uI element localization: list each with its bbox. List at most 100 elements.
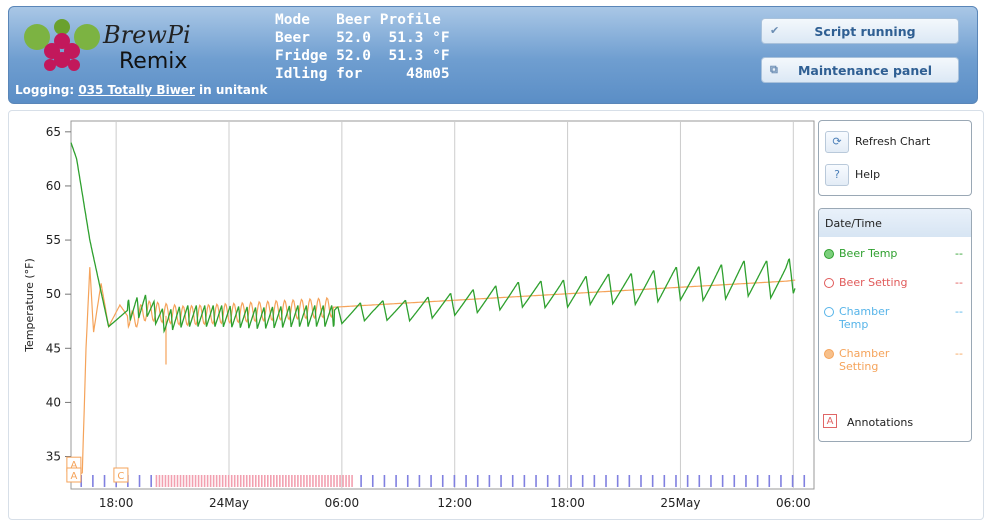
state-tick-heating bbox=[309, 475, 311, 487]
state-tick-heating bbox=[260, 475, 263, 487]
state-tick-heating bbox=[185, 475, 188, 487]
state-tick-heating bbox=[194, 475, 197, 487]
refresh-icon: ⟳ bbox=[832, 135, 842, 148]
state-tick-cooling bbox=[791, 475, 794, 487]
state-tick-cooling bbox=[103, 475, 106, 487]
y-tick-label: 50 bbox=[46, 287, 61, 301]
state-tick-cooling bbox=[733, 475, 736, 487]
logging-suffix: in unitank bbox=[199, 83, 268, 97]
y-axis-label: Temperature (°F) bbox=[23, 258, 36, 353]
annotations-label: Annotations bbox=[847, 416, 914, 429]
state-tick-cooling bbox=[523, 475, 526, 487]
chamber-setting-line bbox=[70, 267, 796, 479]
state-tick-heating bbox=[230, 475, 233, 487]
state-tick-heating bbox=[242, 475, 245, 487]
state-tick-heating bbox=[245, 475, 248, 487]
help-button[interactable]: ? bbox=[825, 164, 849, 186]
state-tick-heating bbox=[267, 475, 269, 487]
state-tick-cooling bbox=[651, 475, 654, 487]
y-tick-label: 40 bbox=[46, 395, 61, 409]
state-tick-heating bbox=[306, 475, 308, 487]
x-tick-label: 18:00 bbox=[99, 496, 134, 510]
state-tick-cooling bbox=[500, 475, 502, 487]
state-tick-cooling bbox=[698, 475, 701, 487]
annotation-icon: A bbox=[823, 414, 837, 428]
state-tick-heating bbox=[257, 475, 260, 487]
state-tick-cooling bbox=[721, 475, 724, 487]
lcd-line-beer: Beer 52.0 51.3 °F bbox=[275, 30, 450, 46]
window-icon: ⧉ bbox=[770, 63, 778, 76]
state-tick-heating bbox=[315, 475, 317, 487]
lcd-line-state: Idling for 48m05 bbox=[275, 66, 450, 82]
state-tick-cooling bbox=[453, 475, 456, 487]
state-tick-heating bbox=[273, 475, 275, 487]
x-tick-label: 25May bbox=[660, 496, 700, 510]
checkmark-icon: ✔ bbox=[770, 24, 780, 37]
legend-chamber-temp-value: -- bbox=[955, 305, 963, 318]
state-tick-heating bbox=[200, 475, 203, 487]
state-tick-heating bbox=[270, 475, 272, 487]
state-tick-heating bbox=[327, 475, 329, 487]
logging-status: Logging: 035 Totally Biwer in unitank bbox=[15, 83, 267, 97]
state-tick-cooling bbox=[686, 475, 689, 487]
refresh-chart-label: Refresh Chart bbox=[855, 135, 931, 148]
script-running-button[interactable]: ✔ Script running bbox=[761, 18, 959, 44]
state-tick-cooling bbox=[150, 475, 152, 487]
annotation-label: A bbox=[70, 460, 77, 471]
state-tick-heating bbox=[182, 475, 185, 487]
state-tick-heating bbox=[279, 475, 281, 487]
legend-chamber-temp-name: Chamber Temp bbox=[839, 305, 890, 331]
legend-beer-temp-name: Beer Temp bbox=[839, 247, 898, 260]
state-tick-heating bbox=[291, 475, 293, 487]
state-tick-heating bbox=[351, 475, 353, 487]
chart-controls: ⟳ Refresh Chart ? Help bbox=[818, 120, 972, 196]
state-tick-heating bbox=[348, 475, 350, 487]
brew-name-link[interactable]: 035 Totally Biwer bbox=[78, 83, 195, 97]
state-tick-heating bbox=[227, 475, 230, 487]
state-tick-heating bbox=[248, 475, 251, 487]
legend-beer-setting-value: -- bbox=[955, 276, 963, 289]
chamber-temp-dot-icon bbox=[824, 307, 834, 317]
x-tick-label: 18:00 bbox=[550, 496, 585, 510]
lcd-display: Mode Beer Profile Beer 52.0 51.3 °F Frid… bbox=[275, 11, 450, 83]
state-tick-heating bbox=[167, 475, 170, 487]
state-tick-heating bbox=[197, 475, 200, 487]
maintenance-panel-button[interactable]: ⧉ Maintenance panel bbox=[761, 57, 959, 83]
y-tick-label: 45 bbox=[46, 341, 61, 355]
state-tick-heating bbox=[318, 475, 320, 487]
state-tick-cooling bbox=[546, 475, 549, 487]
state-tick-heating bbox=[188, 475, 191, 487]
state-tick-cooling bbox=[138, 475, 141, 487]
y-tick-label: 35 bbox=[46, 450, 61, 464]
beer-setting-dot-icon bbox=[824, 278, 834, 288]
state-tick-heating bbox=[203, 475, 206, 487]
state-tick-heating bbox=[239, 475, 242, 487]
x-tick-label: 12:00 bbox=[437, 496, 472, 510]
state-tick-heating bbox=[285, 475, 287, 487]
state-tick-cooling bbox=[768, 475, 771, 487]
lcd-line-mode: Mode Beer Profile bbox=[275, 12, 441, 28]
state-tick-cooling bbox=[465, 475, 467, 487]
refresh-chart-button[interactable]: ⟳ bbox=[825, 131, 849, 153]
state-tick-heating bbox=[297, 475, 299, 487]
state-tick-heating bbox=[164, 475, 167, 487]
state-tick-heating bbox=[215, 475, 218, 487]
state-tick-heating bbox=[158, 475, 161, 487]
y-tick-label: 60 bbox=[46, 179, 61, 193]
logo-text-line1: BrewPi bbox=[102, 21, 191, 49]
help-label: Help bbox=[855, 168, 881, 181]
state-tick-heating bbox=[236, 475, 239, 487]
state-tick-cooling bbox=[593, 475, 596, 487]
maintenance-panel-label: Maintenance panel bbox=[797, 63, 933, 78]
state-tick-heating bbox=[263, 475, 266, 487]
state-tick-cooling bbox=[395, 475, 397, 487]
legend-date-time: Date/Time bbox=[825, 217, 882, 230]
state-tick-heating bbox=[339, 475, 341, 487]
lcd-line-fridge: Fridge 52.0 51.3 °F bbox=[275, 48, 450, 64]
state-tick-cooling bbox=[581, 475, 584, 487]
x-tick-label: 24May bbox=[209, 496, 249, 510]
temperature-chart[interactable]: 35 40 45 50 55 60 65 18:00 24May 06:00 12:00 18:00 2… bbox=[9, 111, 819, 519]
state-tick-heating bbox=[303, 475, 305, 487]
legend-beer-setting-name: Beer Setting bbox=[839, 276, 908, 289]
state-tick-heating bbox=[176, 475, 179, 487]
